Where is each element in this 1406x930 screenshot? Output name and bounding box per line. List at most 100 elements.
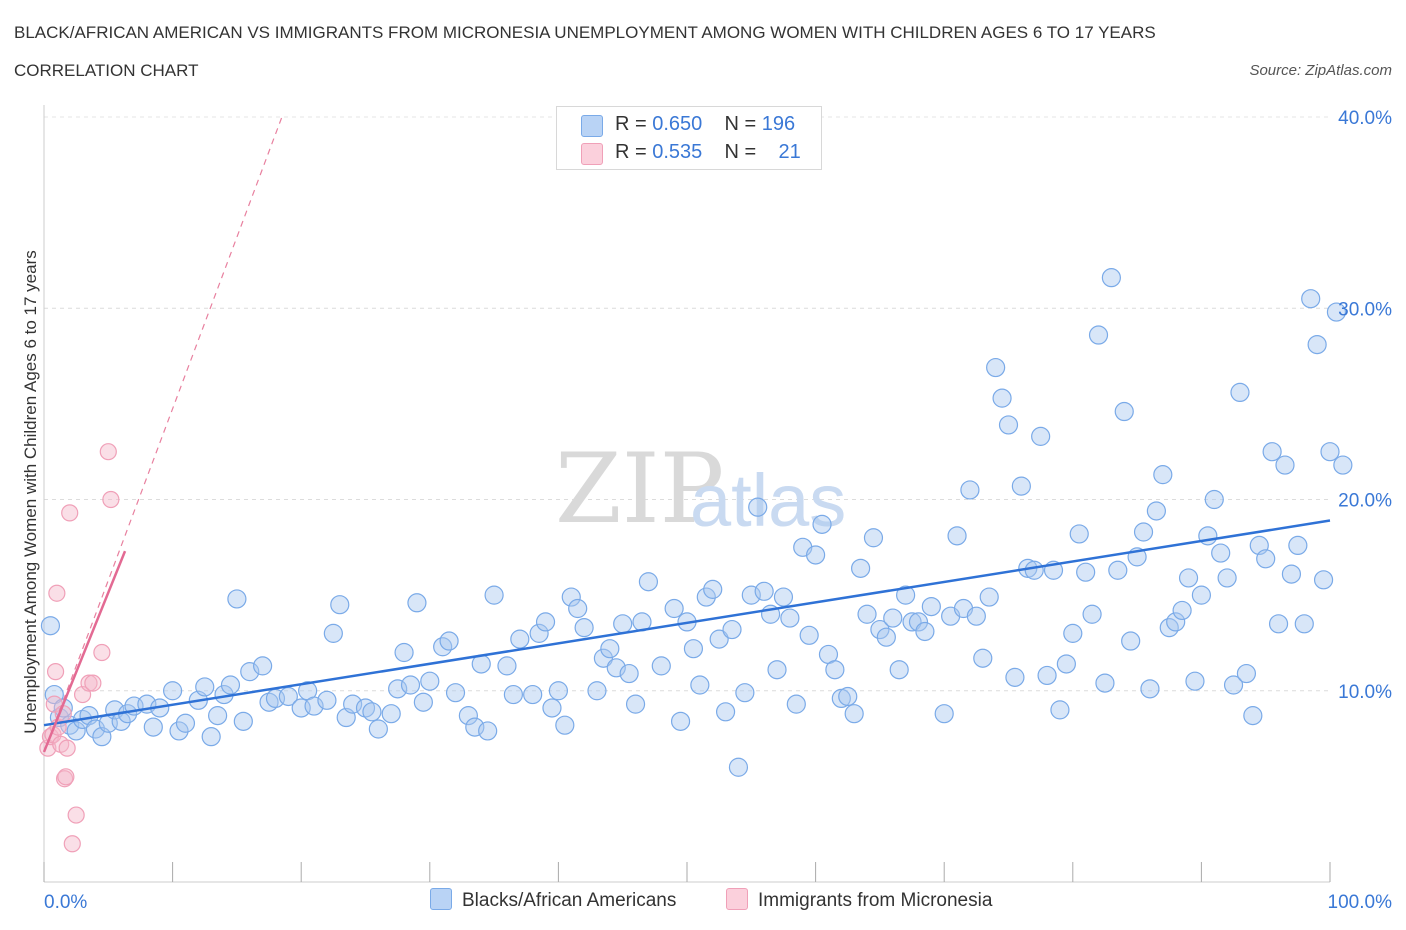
legend-r-value: 0.535	[652, 141, 703, 163]
data-point-blacks	[908, 612, 929, 632]
data-point-blacks	[574, 618, 594, 638]
legend-n-value: 196	[761, 113, 796, 135]
data-point-blacks	[1204, 489, 1224, 510]
data-point-blacks	[1005, 667, 1025, 687]
data-point-blacks	[1166, 612, 1186, 632]
data-point-blacks	[529, 623, 549, 643]
bottom-legend-swatch-micronesia	[726, 888, 748, 910]
data-point-blacks	[330, 595, 350, 615]
data-point-blacks	[799, 625, 819, 645]
data-point-blacks	[915, 621, 935, 642]
data-point-blacks	[362, 702, 382, 722]
data-point-blacks	[805, 545, 826, 565]
data-point-blacks	[651, 656, 671, 676]
data-point-blacks	[233, 711, 253, 731]
legend-swatch-micronesia	[581, 143, 603, 165]
legend-n-label: N =	[724, 113, 757, 135]
data-point-blacks	[1320, 442, 1340, 462]
data-point-blacks	[323, 623, 343, 643]
data-point-blacks	[535, 612, 556, 632]
data-point-blacks	[1178, 568, 1199, 588]
data-point-blacks	[613, 614, 633, 634]
data-point-blacks	[400, 675, 421, 695]
data-point-blacks	[407, 593, 427, 613]
data-point-blacks	[870, 619, 890, 640]
x-tick-label: 100.0%	[1328, 892, 1393, 913]
data-point-micronesia	[84, 674, 102, 692]
data-point-blacks	[478, 721, 498, 741]
data-point-blacks	[863, 528, 884, 548]
data-point-blacks	[690, 675, 710, 695]
data-point-micronesia	[58, 739, 76, 757]
data-point-blacks	[169, 721, 189, 741]
data-point-blacks	[175, 713, 196, 733]
data-point-blacks	[883, 608, 903, 628]
data-point-blacks	[1076, 562, 1096, 582]
data-point-blacks	[1024, 560, 1044, 580]
trend-lines	[42, 116, 1331, 753]
data-point-blacks	[973, 648, 993, 668]
data-point-blacks	[1301, 289, 1321, 309]
data-point-blacks	[722, 619, 742, 640]
data-point-blacks	[709, 629, 729, 649]
tick-labels: 10.0% 20.0% 30.0% 40.0% 0.0% 100.0%	[44, 108, 1392, 913]
data-point-blacks	[208, 706, 228, 726]
data-point-blacks	[394, 642, 414, 663]
trend-line-blacks	[43, 519, 1331, 727]
data-point-blacks	[1268, 614, 1289, 634]
data-point-blacks	[1211, 543, 1231, 563]
data-point-blacks	[1185, 671, 1205, 691]
data-point-blacks	[1037, 665, 1057, 686]
data-point-blacks	[368, 719, 388, 739]
data-point-blacks	[754, 581, 774, 601]
data-point-blacks	[1333, 455, 1353, 475]
legend-swatch-blacks	[581, 115, 603, 137]
data-point-blacks	[561, 587, 581, 607]
watermark-zip: ZIP	[555, 433, 724, 545]
data-point-blacks	[664, 598, 684, 619]
data-point-micronesia	[102, 490, 120, 509]
data-point-blacks	[593, 648, 614, 668]
data-point-blacks	[998, 415, 1019, 435]
data-point-blacks	[439, 631, 459, 651]
data-point-blacks	[1243, 706, 1263, 726]
legend-n-value: 21	[778, 141, 801, 163]
data-point-blacks	[773, 587, 794, 607]
bottom-legend-swatch-blacks	[430, 888, 452, 910]
data-point-blacks	[317, 690, 337, 710]
source-label: Source: ZipAtlas.com	[1249, 62, 1392, 79]
data-point-blacks	[825, 660, 845, 680]
data-point-blacks	[143, 717, 163, 737]
data-point-micronesia	[63, 835, 81, 853]
data-point-blacks	[1294, 614, 1314, 634]
data-point-blacks	[548, 681, 569, 701]
data-point-blacks	[1191, 585, 1212, 605]
data-point-blacks	[703, 579, 723, 599]
data-point-blacks	[767, 660, 787, 680]
legend-r-label: R =	[615, 113, 647, 135]
y-tick-label: 30.0%	[1338, 299, 1392, 320]
data-point-blacks	[683, 639, 704, 659]
x-tick-label: 0.0%	[44, 892, 87, 913]
data-point-blacks	[484, 585, 504, 605]
data-point-blacks	[715, 702, 736, 722]
data-point-blacks	[619, 663, 639, 684]
data-point-blacks	[568, 598, 588, 619]
data-point-blacks	[1133, 522, 1154, 542]
data-point-blacks	[1281, 564, 1302, 584]
data-point-micronesia	[99, 443, 117, 461]
data-point-blacks	[195, 677, 215, 697]
data-point-blacks	[992, 388, 1012, 408]
data-point-blacks	[876, 627, 896, 647]
data-point-blacks	[960, 480, 980, 500]
data-point-blacks	[555, 715, 575, 735]
data-point-micronesia	[46, 663, 65, 681]
data-point-blacks	[1326, 302, 1347, 322]
bottom-legend-blacks: Blacks/African Americans	[430, 888, 676, 912]
data-point-blacks	[728, 757, 749, 777]
data-point-blacks	[838, 686, 858, 707]
data-point-blacks	[851, 558, 871, 578]
y-tick-label: 40.0%	[1338, 108, 1392, 129]
data-point-blacks	[1069, 524, 1089, 544]
data-point-blacks	[227, 589, 247, 609]
